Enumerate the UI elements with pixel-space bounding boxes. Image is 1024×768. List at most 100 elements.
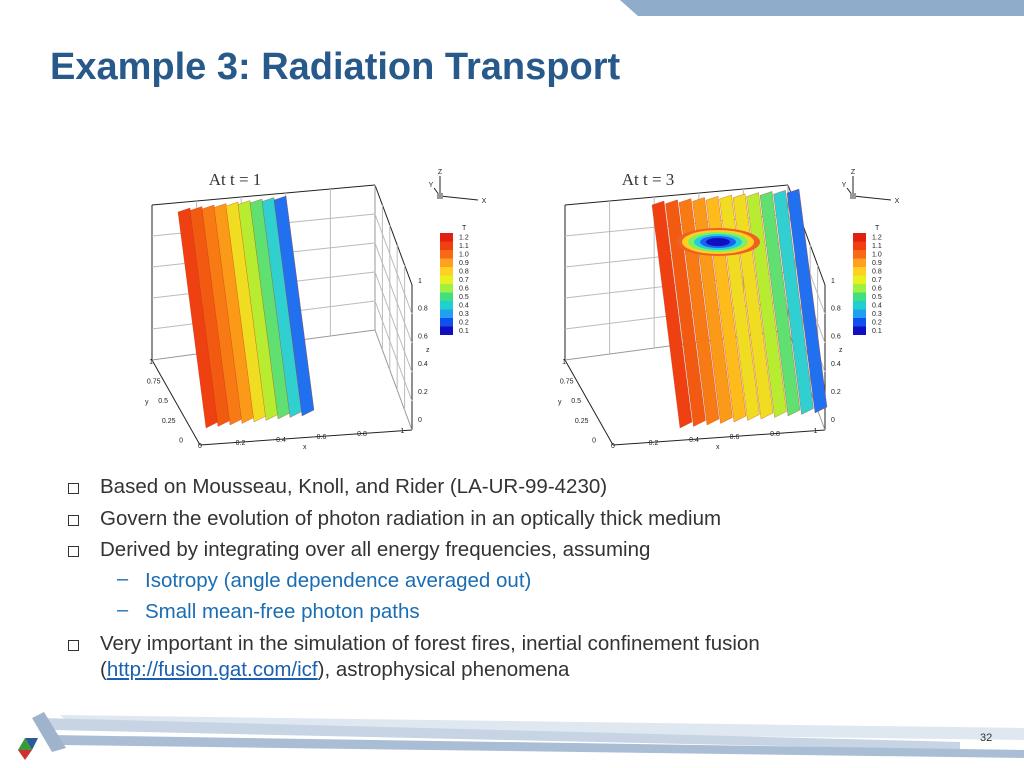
slide-title: Example 3: Radiation Transport bbox=[50, 46, 621, 88]
x-tick-label: 0.8 bbox=[770, 431, 780, 438]
legend-label: 1.1 bbox=[872, 243, 882, 250]
legend-label: 0.8 bbox=[459, 268, 469, 275]
bullet: Very important in the simulation of fore… bbox=[100, 631, 950, 683]
axis-line bbox=[564, 184, 789, 206]
legend-label: 0.3 bbox=[459, 311, 469, 318]
legend-label: 1.0 bbox=[872, 251, 882, 258]
legend-swatch bbox=[440, 275, 453, 284]
legend-title: T bbox=[462, 225, 467, 232]
figure-caption: At t = 3 bbox=[622, 170, 675, 189]
legend-label: 0.4 bbox=[459, 302, 469, 309]
legend-label: 0.1 bbox=[459, 328, 469, 335]
y-tick-label: 0 bbox=[179, 438, 183, 445]
z-tick-label: 1 bbox=[831, 278, 835, 285]
triad-label: Z bbox=[438, 169, 443, 176]
x-tick-label: 1 bbox=[814, 428, 818, 435]
axis-line bbox=[151, 359, 201, 446]
axis-line bbox=[151, 184, 376, 206]
legend-label: 0.2 bbox=[459, 319, 469, 326]
legend-label: 0.9 bbox=[459, 260, 469, 267]
figure-caption: At t = 1 bbox=[209, 170, 262, 189]
z-axis-label: z bbox=[839, 347, 843, 354]
triad-label: Z bbox=[851, 169, 856, 176]
z-tick-label: 0.8 bbox=[418, 306, 428, 313]
logo bbox=[25, 738, 38, 750]
triad-axis bbox=[439, 195, 479, 201]
legend-swatch bbox=[440, 241, 453, 250]
legend-swatch bbox=[853, 318, 866, 327]
legend-label: 0.2 bbox=[872, 319, 882, 326]
bullet: Derived by integrating over all energy f… bbox=[100, 538, 651, 561]
sub-bullet-marker: – bbox=[117, 568, 129, 590]
x-tick-label: 0.4 bbox=[276, 437, 286, 444]
header-bar bbox=[620, 0, 1024, 16]
z-tick-label: 0.4 bbox=[418, 361, 428, 368]
y-tick-label: 0.5 bbox=[571, 398, 581, 405]
plate bbox=[786, 188, 828, 414]
footer-stripe bbox=[50, 735, 1024, 758]
x-tick-label: 0 bbox=[198, 443, 202, 450]
axis-line bbox=[564, 359, 614, 446]
x-axis-label: x bbox=[716, 444, 720, 451]
logo bbox=[18, 750, 32, 760]
legend-label: 1.0 bbox=[459, 251, 469, 258]
legend-swatch bbox=[440, 292, 453, 301]
x-tick-label: 0.8 bbox=[357, 431, 367, 438]
legend-swatch bbox=[853, 241, 866, 250]
x-tick-label: 0.2 bbox=[236, 440, 246, 447]
footer-stripe bbox=[60, 715, 1024, 740]
bullet-marker bbox=[68, 640, 79, 651]
x-tick-label: 0.4 bbox=[689, 437, 699, 444]
y-tick-label: 0.25 bbox=[575, 418, 589, 425]
link[interactable]: http://fusion.gat.com/icf bbox=[106, 658, 318, 681]
legend-label: 0.9 bbox=[872, 260, 882, 267]
legend-swatch bbox=[853, 292, 866, 301]
legend-swatch bbox=[853, 275, 866, 284]
y-axis-label: y bbox=[558, 399, 562, 406]
plate bbox=[665, 199, 706, 427]
bullet-text: Very important in the simulation of fore… bbox=[100, 632, 760, 681]
x-tick-label: 0 bbox=[611, 443, 615, 450]
plate bbox=[273, 195, 315, 417]
y-tick-label: 0.75 bbox=[147, 379, 161, 386]
legend-label: 1.1 bbox=[459, 243, 469, 250]
legend-label: 1.2 bbox=[872, 234, 882, 241]
legend-swatch bbox=[853, 326, 866, 335]
footer-stripe bbox=[40, 718, 960, 750]
plate bbox=[773, 190, 814, 415]
z-tick-label: 0.8 bbox=[831, 306, 841, 313]
figures: At t = 1 ZYXT1.21.11.00.90.80.70.60.50.40… bbox=[145, 169, 900, 451]
legend-swatch bbox=[440, 301, 453, 310]
legend-label: 0.1 bbox=[872, 328, 882, 335]
triad-label: X bbox=[895, 198, 900, 205]
z-tick-label: 1 bbox=[418, 278, 422, 285]
legend-swatch bbox=[853, 309, 866, 318]
legend-swatch bbox=[853, 267, 866, 276]
legend-label: 0.8 bbox=[872, 268, 882, 275]
legend-swatch bbox=[440, 309, 453, 318]
triad-label: Y bbox=[429, 182, 434, 189]
page-number: 32 bbox=[980, 732, 993, 744]
x-tick-label: 0.2 bbox=[649, 440, 659, 447]
triad-box bbox=[850, 193, 856, 199]
legend-label: 0.3 bbox=[872, 311, 882, 318]
plate bbox=[746, 192, 787, 418]
legend-label: 0.6 bbox=[459, 285, 469, 292]
bullet-marker bbox=[68, 515, 79, 526]
axis-line bbox=[374, 271, 413, 373]
y-tick-label: 1 bbox=[562, 359, 566, 366]
legend-swatch bbox=[853, 250, 866, 259]
legend-label: 0.7 bbox=[459, 277, 469, 284]
z-tick-label: 0.6 bbox=[418, 333, 428, 340]
bullet: Govern the evolution of photon radiation… bbox=[100, 507, 722, 530]
legend-label: 0.6 bbox=[872, 285, 882, 292]
axis-line bbox=[612, 429, 826, 446]
axis-line bbox=[374, 184, 413, 286]
legend-swatch bbox=[440, 267, 453, 276]
y-tick-label: 0.5 bbox=[158, 398, 168, 405]
legend-swatch bbox=[440, 233, 453, 242]
y-tick-label: 0.75 bbox=[560, 379, 574, 386]
legend-label: 0.5 bbox=[872, 294, 882, 301]
